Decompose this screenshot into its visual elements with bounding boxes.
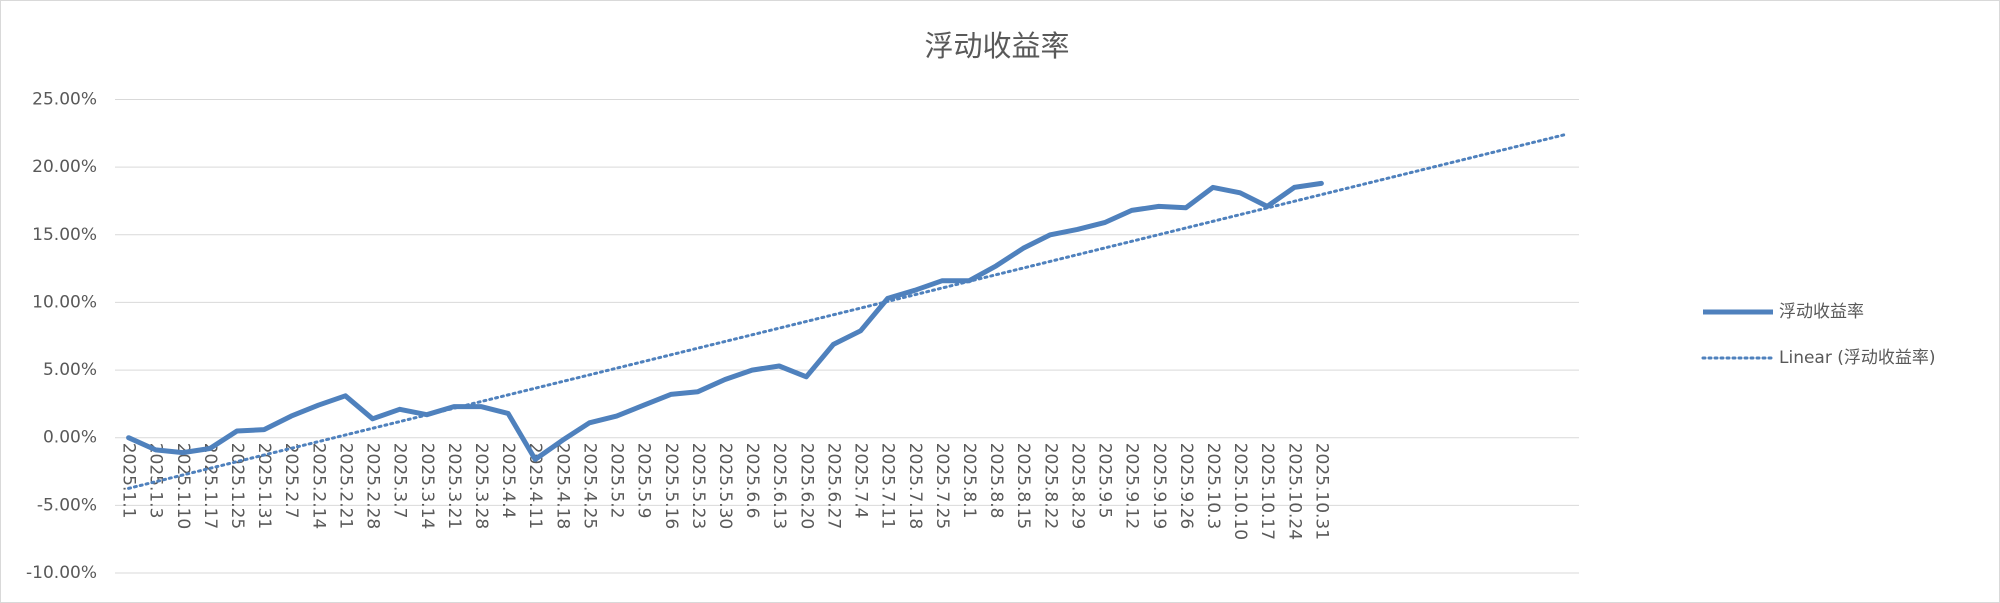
x-tick-label: 2025.9.12: [1122, 443, 1142, 530]
x-tick-label: 2025.9.5: [1095, 443, 1115, 519]
x-tick-label: 2025.6.13: [769, 443, 789, 530]
trendline: [127, 132, 1567, 490]
x-tick-label: 2025.8.15: [1013, 443, 1033, 530]
x-tick-label: 2025.4.18: [552, 443, 572, 530]
x-tick-label: 2025.5.30: [715, 443, 735, 530]
x-tick-label: 2025.3.21: [444, 443, 464, 530]
data-line: [126, 180, 1324, 462]
y-tick-label: -5.00%: [37, 495, 97, 515]
x-tick-label: 2025.2.7: [281, 443, 301, 519]
y-tick-label: -10.00%: [26, 563, 97, 583]
x-tick-label: 2025.3.28: [471, 443, 491, 530]
x-tick-label: 2025.4.11: [525, 443, 545, 530]
x-tick-label: 2025.2.21: [335, 443, 355, 530]
y-tick-label: 5.00%: [43, 360, 97, 380]
x-tick-label: 2025.1.25: [227, 443, 247, 530]
y-tick-label: 15.00%: [32, 225, 97, 245]
x-tick-label: 2025.7.25: [932, 443, 952, 530]
x-tick-label: 2025.8.8: [986, 443, 1006, 519]
x-tick-label: 2025.9.19: [1149, 443, 1169, 530]
x-tick-label: 2025.1.1: [119, 443, 139, 519]
x-tick-label: 2025.7.18: [905, 443, 925, 530]
x-tick-label: 2025.6.6: [742, 443, 762, 519]
x-tick-label: 2025.6.20: [796, 443, 816, 530]
x-tick-label: 2025.5.9: [634, 443, 654, 519]
x-tick-label: 2025.5.16: [661, 443, 681, 530]
x-tick-label: 2025.1.10: [173, 443, 193, 530]
x-tick-label: 2025.1.31: [254, 443, 274, 530]
x-tick-label: 2025.7.11: [878, 443, 898, 530]
x-tick-label: 2025.4.25: [579, 443, 599, 530]
x-tick-label: 2025.10.10: [1230, 443, 1250, 540]
x-tick-label: 2025.10.24: [1284, 443, 1304, 540]
x-tick-label: 2025.2.28: [363, 443, 383, 530]
y-tick-label: 20.00%: [32, 157, 97, 177]
x-tick-label: 2025.10.3: [1203, 443, 1223, 530]
x-tick-label: 2025.6.27: [823, 443, 843, 530]
y-tick-label: 10.00%: [32, 292, 97, 312]
legend-label: Linear (浮动收益率): [1779, 348, 1936, 368]
chart-title: 浮动收益率: [924, 29, 1069, 63]
x-tick-label: 2025.1.3: [146, 443, 166, 519]
x-tick-label: 2025.7.4: [851, 443, 871, 519]
x-tick-label: 2025.10.31: [1311, 443, 1331, 540]
x-tick-label: 2025.5.2: [607, 443, 627, 519]
x-tick-label: 2025.8.29: [1067, 443, 1087, 530]
x-tick-label: 2025.9.26: [1176, 443, 1196, 530]
x-tick-label: 2025.4.4: [498, 443, 518, 519]
x-tick-label: 2025.2.14: [308, 443, 328, 530]
x-tick-label: 2025.8.1: [959, 443, 979, 519]
x-tick-label: 2025.3.14: [417, 443, 437, 530]
legend-label: 浮动收益率: [1779, 302, 1864, 322]
y-tick-label: 0.00%: [43, 428, 97, 448]
x-tick-label: 2025.3.7: [390, 443, 410, 519]
x-tick-label: 2025.5.23: [688, 443, 708, 530]
x-tick-label: 2025.8.22: [1040, 443, 1060, 530]
y-tick-label: 25.00%: [32, 90, 97, 110]
x-tick-label: 2025.10.17: [1257, 443, 1277, 540]
x-tick-label: 2025.1.17: [200, 443, 220, 530]
